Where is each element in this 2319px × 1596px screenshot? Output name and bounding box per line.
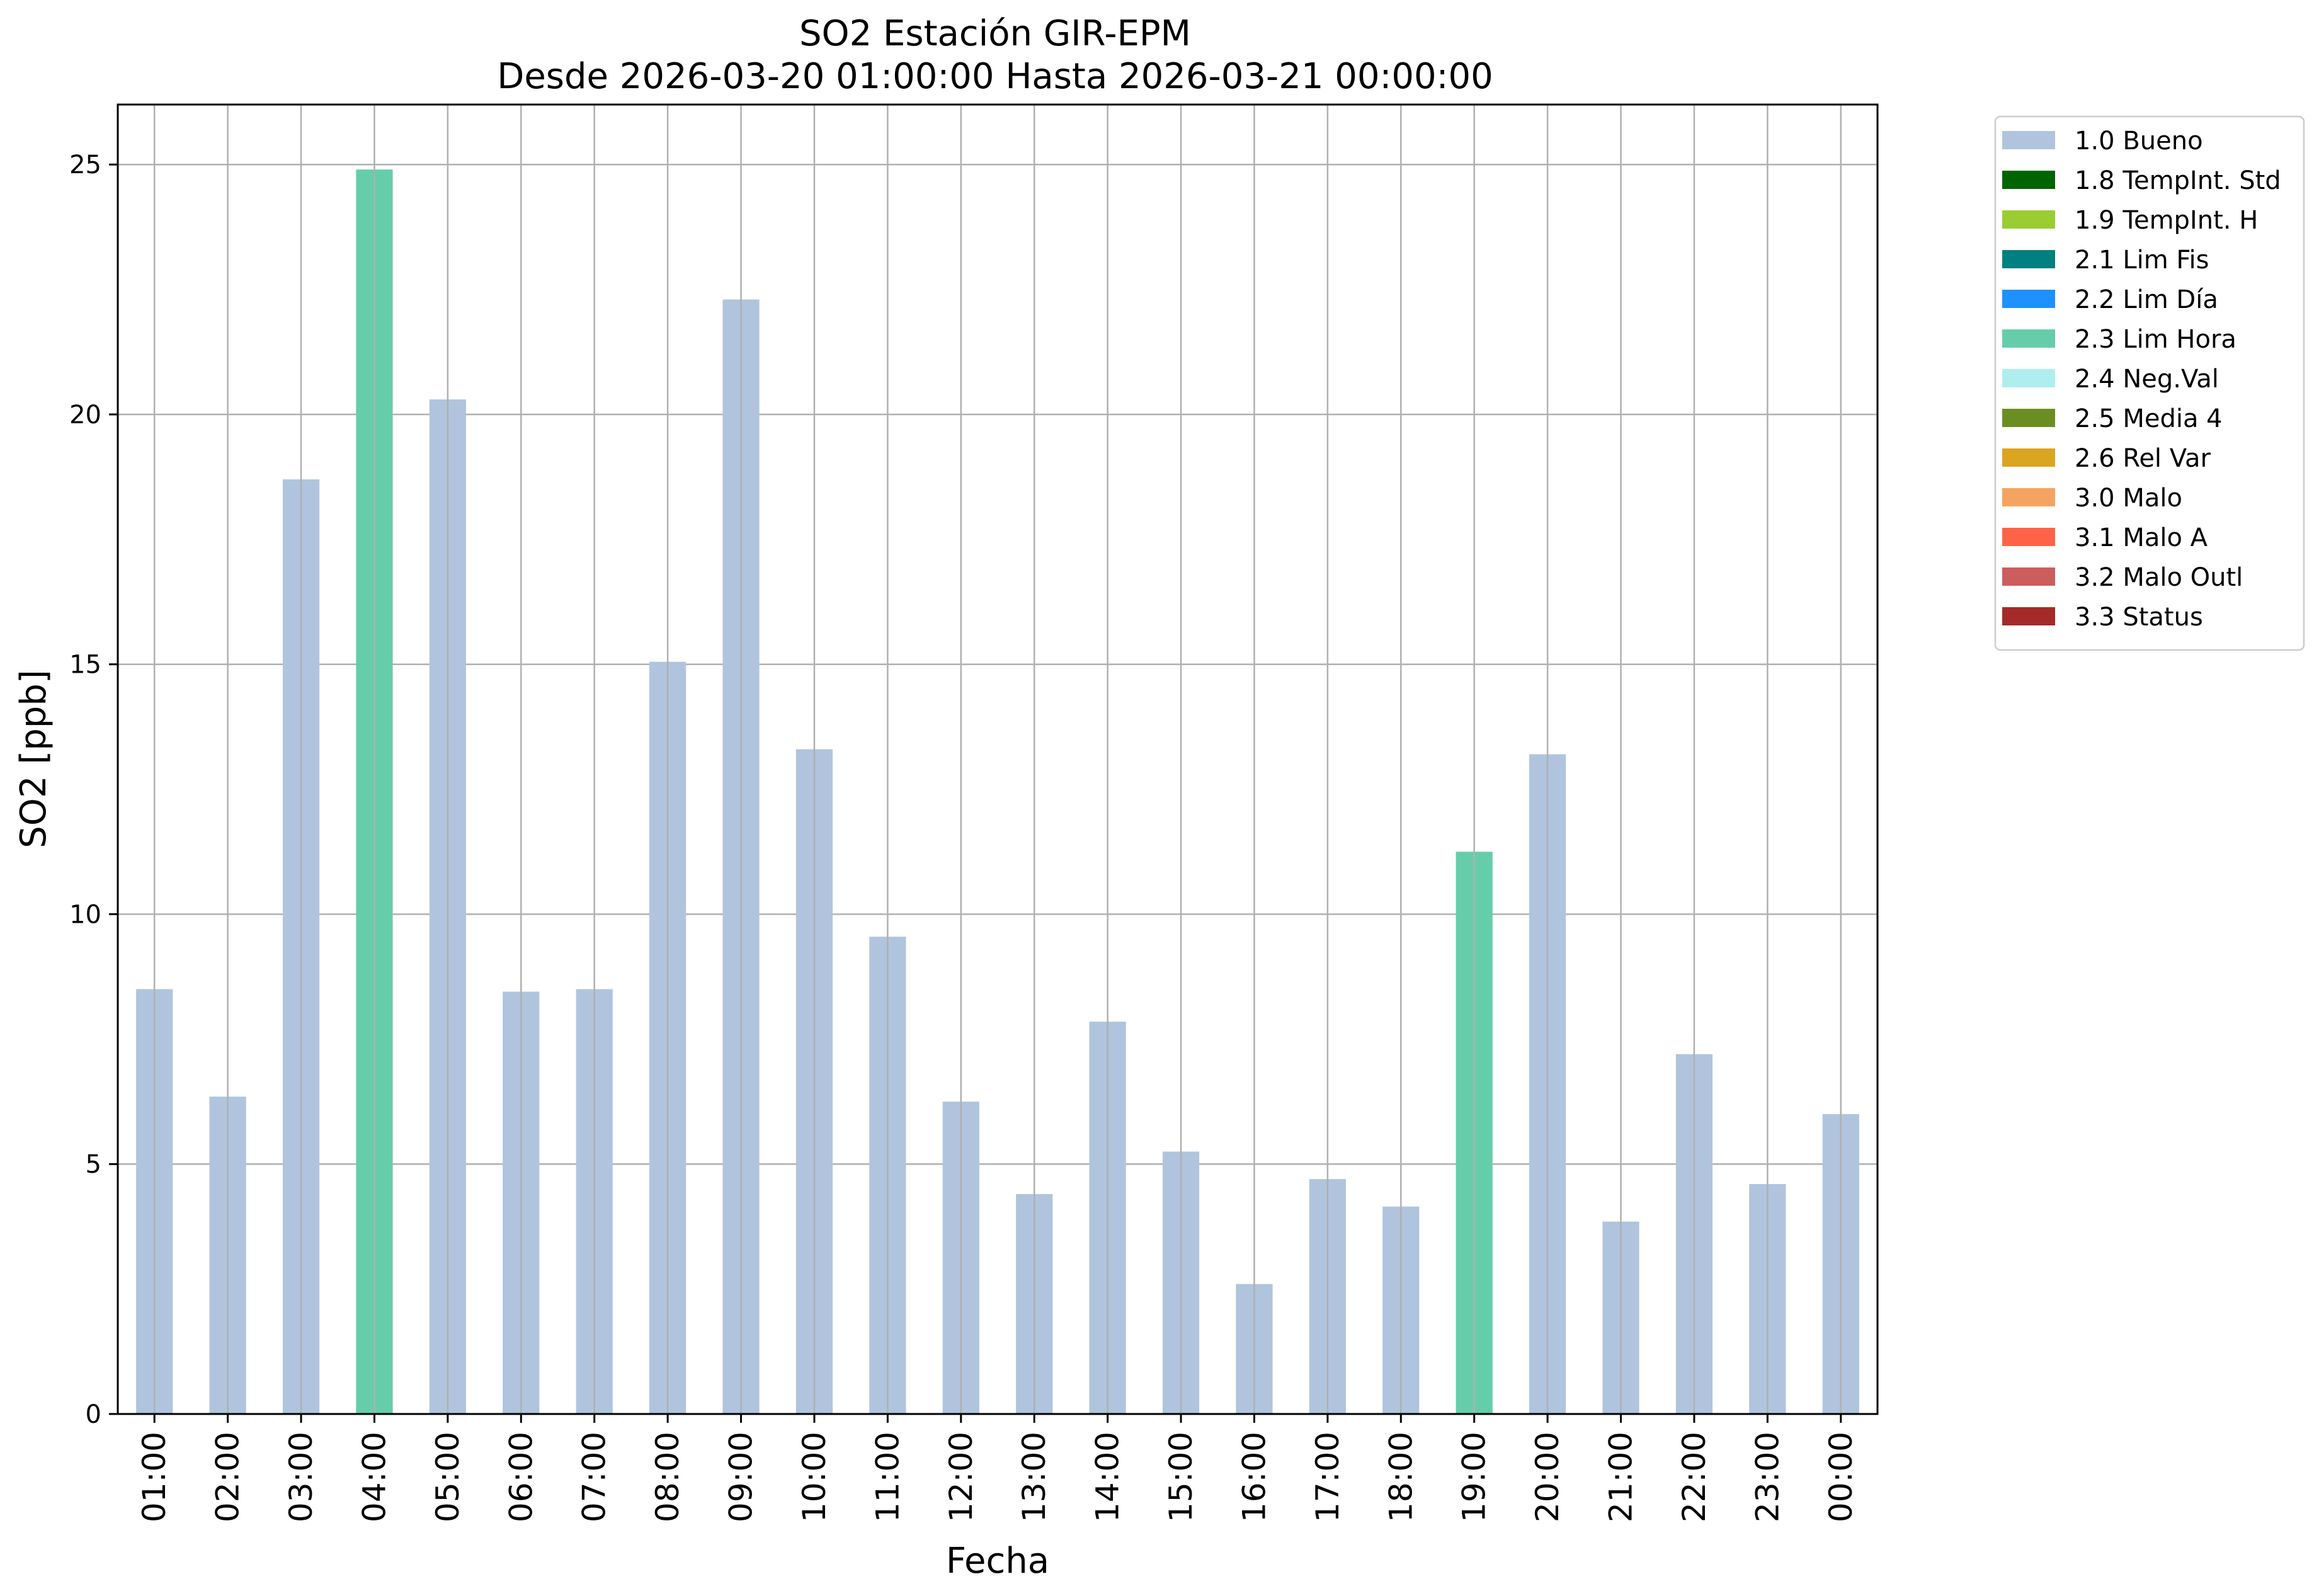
legend-box	[1994, 115, 2305, 651]
chart-title: SO2 Estación GIR-EPM	[799, 13, 1191, 54]
x-tick-label: 05:00	[430, 1432, 466, 1522]
x-tick-label: 02:00	[210, 1432, 246, 1522]
y-tick-label: 15	[69, 651, 101, 680]
legend-label: 3.1 Malo A	[2075, 523, 2208, 552]
y-axis-label: SO2 [ppb]	[13, 670, 54, 848]
x-tick-label: 04:00	[356, 1432, 392, 1522]
legend-swatch	[2002, 131, 2055, 149]
x-tick-label: 08:00	[649, 1432, 686, 1522]
legend-swatch	[2002, 250, 2055, 268]
legend-swatch	[2002, 567, 2055, 586]
y-tick-label: 20	[69, 401, 101, 430]
legend-swatch	[2002, 528, 2055, 546]
x-axis-label: Fecha	[946, 1541, 1049, 1582]
x-tick-label: 10:00	[796, 1432, 833, 1522]
legend-swatch	[2002, 607, 2055, 625]
legend-label: 3.2 Malo Outl	[2075, 563, 2243, 592]
x-tick-label: 11:00	[869, 1432, 906, 1522]
x-tick-label: 12:00	[943, 1432, 979, 1522]
x-tick-label: 00:00	[1823, 1432, 1859, 1522]
x-tick-label: 18:00	[1382, 1432, 1419, 1522]
legend-swatch	[2002, 171, 2055, 189]
y-axis: 0 5 10 15 20 25	[69, 151, 118, 1429]
legend-label: 3.3 Status	[2075, 603, 2203, 632]
plot-frame	[117, 103, 1879, 1415]
legend-label: 2.1 Lim Fis	[2075, 246, 2209, 275]
x-tick-label: 21:00	[1603, 1432, 1639, 1522]
x-tick-label: 17:00	[1309, 1432, 1346, 1522]
bars	[136, 169, 1859, 1415]
legend-swatch	[2002, 369, 2055, 387]
legend-label: 2.6 Rel Var	[2075, 444, 2211, 473]
x-tick-label: 22:00	[1676, 1432, 1712, 1522]
legend-label: 3.0 Malo	[2075, 484, 2182, 513]
x-tick-label: 07:00	[576, 1432, 613, 1522]
legend-label: 1.8 TempInt. Std	[2075, 166, 2281, 195]
y-tick-label: 10	[69, 900, 101, 929]
legend-swatch	[2002, 290, 2055, 308]
x-tick-label: 13:00	[1016, 1432, 1052, 1522]
y-tick-label: 0	[86, 1400, 101, 1429]
vertical-grid	[153, 105, 1842, 1414]
x-tick-label: 16:00	[1236, 1432, 1272, 1522]
x-tick-label: 06:00	[503, 1432, 539, 1522]
x-tick-label: 15:00	[1163, 1432, 1199, 1522]
x-tick-label: 23:00	[1749, 1432, 1786, 1522]
x-tick-label: 19:00	[1456, 1432, 1493, 1522]
x-tick-label: 09:00	[723, 1432, 760, 1522]
legend-swatch	[2002, 409, 2055, 427]
x-tick-label: 14:00	[1090, 1432, 1126, 1522]
legend-label: 2.4 Neg.Val	[2075, 365, 2219, 394]
legend: 1.0 Bueno 1.8 TempInt. Std 1.9 TempInt. H 2…	[1994, 115, 2305, 651]
legend-label: 1.9 TempInt. H	[2075, 206, 2258, 235]
legend-swatch	[2002, 329, 2055, 348]
legend-label: 1.0 Bueno	[2075, 127, 2203, 156]
y-tick-label: 25	[69, 151, 101, 180]
legend-label: 2.5 Media 4	[2075, 404, 2223, 433]
chart-subtitle: Desde 2026-03-20 01:00:00 Hasta 2026-03-…	[497, 56, 1493, 97]
x-tick-label: 01:00	[136, 1432, 173, 1522]
legend-swatch	[2002, 210, 2055, 229]
x-tick-label: 20:00	[1529, 1432, 1566, 1522]
y-tick-label: 5	[86, 1150, 101, 1179]
legend-label: 2.3 Lim Hora	[2075, 325, 2236, 354]
legend-swatch	[2002, 448, 2055, 467]
legend-label: 2.2 Lim Día	[2075, 285, 2218, 314]
x-tick-label: 03:00	[283, 1432, 319, 1522]
legend-swatch	[2002, 488, 2055, 506]
x-axis: 01:00 02:00 03:00 04:00 05:00 06:00 07:00 08:00…	[136, 1414, 1859, 1522]
